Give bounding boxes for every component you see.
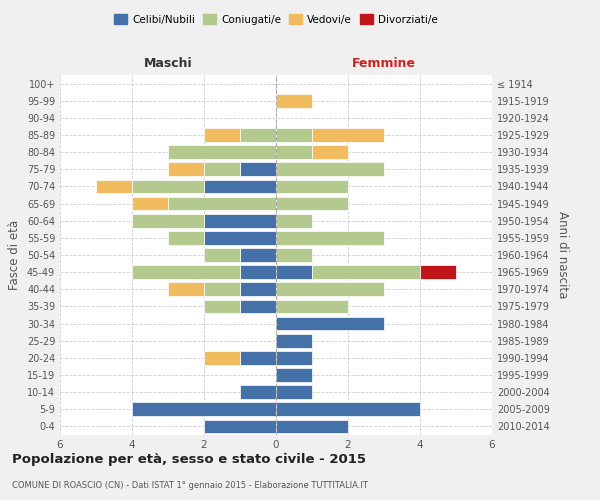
Bar: [204, 300, 240, 314]
Y-axis label: Anni di nascita: Anni di nascita: [556, 212, 569, 298]
Bar: [276, 316, 384, 330]
Bar: [276, 231, 384, 244]
Bar: [420, 266, 456, 279]
Bar: [276, 266, 312, 279]
Bar: [204, 231, 276, 244]
Legend: Celibi/Nubili, Coniugati/e, Vedovi/e, Divorziati/e: Celibi/Nubili, Coniugati/e, Vedovi/e, Di…: [110, 10, 442, 29]
Bar: [168, 231, 204, 244]
Bar: [204, 162, 240, 176]
Bar: [312, 128, 384, 142]
Bar: [204, 180, 276, 194]
Bar: [204, 214, 276, 228]
Bar: [276, 162, 384, 176]
Bar: [276, 368, 312, 382]
Bar: [96, 180, 132, 194]
Bar: [276, 128, 312, 142]
Bar: [132, 196, 168, 210]
Bar: [204, 282, 240, 296]
Bar: [276, 300, 348, 314]
Bar: [276, 146, 312, 159]
Bar: [168, 282, 204, 296]
Bar: [168, 162, 204, 176]
Bar: [204, 248, 240, 262]
Bar: [240, 248, 276, 262]
Bar: [276, 351, 312, 364]
Bar: [276, 402, 420, 416]
Bar: [204, 128, 240, 142]
Bar: [204, 420, 276, 434]
Bar: [276, 180, 348, 194]
Bar: [312, 266, 420, 279]
Bar: [312, 146, 348, 159]
Bar: [240, 351, 276, 364]
Bar: [276, 282, 384, 296]
Bar: [276, 248, 312, 262]
Bar: [276, 386, 312, 399]
Bar: [132, 180, 204, 194]
Bar: [204, 351, 240, 364]
Bar: [240, 386, 276, 399]
Bar: [132, 214, 204, 228]
Text: COMUNE DI ROASCIO (CN) - Dati ISTAT 1° gennaio 2015 - Elaborazione TUTTITALIA.IT: COMUNE DI ROASCIO (CN) - Dati ISTAT 1° g…: [12, 480, 368, 490]
Y-axis label: Fasce di età: Fasce di età: [8, 220, 21, 290]
Bar: [276, 334, 312, 347]
Bar: [168, 196, 276, 210]
Text: Popolazione per età, sesso e stato civile - 2015: Popolazione per età, sesso e stato civil…: [12, 452, 366, 466]
Text: Maschi: Maschi: [143, 57, 193, 70]
Bar: [240, 300, 276, 314]
Bar: [276, 420, 348, 434]
Text: Femmine: Femmine: [352, 57, 416, 70]
Bar: [276, 94, 312, 108]
Bar: [276, 214, 312, 228]
Bar: [132, 266, 240, 279]
Bar: [240, 162, 276, 176]
Bar: [240, 282, 276, 296]
Bar: [276, 196, 348, 210]
Bar: [168, 146, 276, 159]
Bar: [132, 402, 276, 416]
Bar: [240, 266, 276, 279]
Bar: [240, 128, 276, 142]
